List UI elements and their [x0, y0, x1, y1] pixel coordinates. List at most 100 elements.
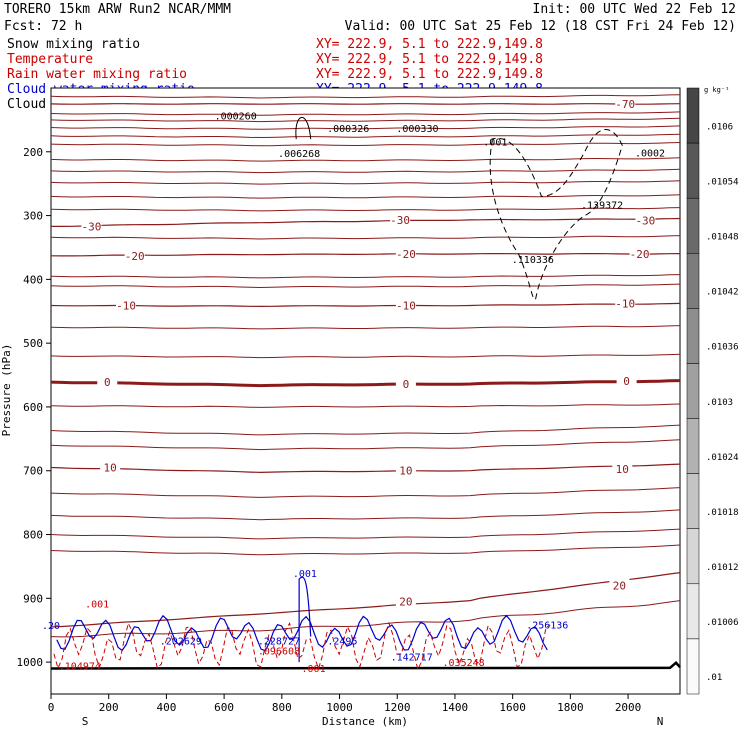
- label-bg: [612, 461, 633, 474]
- temperature-label: 0: [104, 376, 111, 389]
- model-title: TORERO 15km ARW Run2 NCAR/MMM: [4, 2, 231, 17]
- isotherm-line: [50, 117, 681, 123]
- x-axis: 0 200 400 600 800 1000 1200 1400 1600 1800 2000: [48, 694, 642, 714]
- label-bg: [395, 376, 416, 389]
- y-tick-label: 200: [23, 146, 43, 159]
- extremum-label: .001: [483, 138, 507, 149]
- field-xy: XY= 222.9, 5.1 to 222.9,149.8: [316, 67, 543, 82]
- temperature-label: -20: [630, 248, 650, 261]
- isotherm-line: [50, 194, 681, 199]
- colorbar-label: .0103: [706, 398, 733, 408]
- colorbar-label: .01042: [706, 288, 739, 298]
- y-axis: 200 300 400 500 600 700 800 900 1000: [17, 146, 51, 669]
- temperature-label: 20: [399, 596, 412, 609]
- isotherm-line: [51, 217, 681, 227]
- label-bg: [395, 463, 416, 476]
- y-tick-label: 600: [23, 401, 43, 414]
- isotherm-line: [50, 111, 681, 116]
- isotherm-line: [50, 439, 681, 451]
- colorbar-swatch: [686, 418, 700, 474]
- isotherm-line: [50, 572, 681, 628]
- isotherm-line: [50, 487, 681, 498]
- cloud-ice-contour: [295, 117, 312, 140]
- forecast-hour: Fcst: 72 h: [4, 19, 82, 34]
- label-bg: [116, 298, 137, 311]
- temperature-label: -20: [396, 248, 416, 261]
- isotherm-line: [50, 509, 681, 521]
- x-tick-label: 600: [214, 701, 234, 714]
- isotherm-line: [50, 235, 681, 240]
- temperature-labels: -70 -30 -30 -30 -20 -20 -20 -10 -10 -10 0 0 0 10 10 10 2…: [81, 96, 656, 609]
- plot-area: -70 -30 -30 -30 -20 -20 -20 -10 -10 -10 0 0 0 10 10 10 2…: [17, 87, 681, 714]
- extremum-label: .202629: [160, 636, 202, 647]
- isotherm-line: [50, 253, 681, 257]
- x-tick-label: 2000: [615, 701, 642, 714]
- extremum-label: .0002: [635, 148, 665, 159]
- isotherm-line: [50, 403, 681, 408]
- init-time: Init: 00 UTC Wed 22 Feb 12: [533, 2, 737, 17]
- rain-water-contour: [53, 621, 551, 671]
- extremum-label: .006268: [278, 149, 320, 160]
- y-tick-label: 800: [23, 529, 43, 542]
- field-name: Temperature: [7, 52, 93, 67]
- x-tick-label: 0: [48, 701, 55, 714]
- isotherm-line: [50, 283, 681, 289]
- x-tick-label: 800: [272, 701, 292, 714]
- colorbar-label: .01048: [706, 233, 739, 243]
- isotherm-line: [50, 157, 681, 162]
- extremum-label: .001: [302, 664, 326, 675]
- label-bg: [390, 213, 411, 226]
- colorbar-label: .01012: [706, 563, 739, 573]
- x-tick-label: 1200: [384, 701, 411, 714]
- field-xy: XY= 222.9, 5.1 to 222.9,149.8: [316, 52, 543, 67]
- extrema-labels: .000260 .000326 .000330 .006268 .001 .0002 .13…: [42, 111, 665, 674]
- isotherm-line: [50, 125, 681, 130]
- x-tick-label: 1000: [326, 701, 353, 714]
- extremum-label: .256136: [526, 620, 568, 631]
- label-bg: [81, 219, 102, 232]
- temperature-label: -30: [635, 215, 655, 228]
- extremum-label: .001: [85, 599, 109, 610]
- isotherm-line: [50, 103, 681, 105]
- colorbar-swatch: [686, 197, 700, 254]
- temperature-label: 10: [399, 465, 412, 478]
- isotherm-line: [50, 274, 681, 279]
- colorbar-label: .01024: [706, 453, 739, 463]
- ground-line: [50, 661, 681, 670]
- isotherms: [50, 94, 681, 670]
- isotherm-line: [50, 528, 681, 540]
- x-tick-label: 1400: [442, 701, 469, 714]
- isotherm-line: [50, 353, 681, 359]
- colorbar-label: .01006: [706, 618, 739, 628]
- colorbar-swatch: [686, 473, 700, 529]
- field-xy: XY= 222.9, 5.1 to 222.9,149.8: [316, 37, 543, 52]
- extremum-label: .2495: [327, 636, 357, 647]
- temperature-label: -10: [116, 300, 136, 313]
- extremum-label: .096608: [258, 647, 300, 658]
- label-bg: [124, 248, 145, 261]
- label-bg: [615, 296, 636, 309]
- extremum-label: .228727: [258, 636, 300, 647]
- temperature-label: -30: [390, 214, 410, 227]
- label-bg: [635, 213, 656, 226]
- isotherm-line: [50, 207, 681, 212]
- colorbar-swatch: [686, 528, 700, 585]
- y-tick-label: 400: [23, 273, 43, 286]
- label-bg: [395, 594, 416, 607]
- colorbar-swatch: [686, 142, 700, 199]
- label-bg: [616, 373, 637, 386]
- colorbar-swatch: [686, 253, 700, 309]
- x-tick-label: 1600: [499, 701, 526, 714]
- extremum-label: .104974: [59, 661, 101, 672]
- temperature-label: 10: [104, 462, 117, 475]
- isotherm-line: [50, 94, 681, 99]
- field-name: Snow mixing ratio: [7, 37, 140, 52]
- label-bg: [609, 578, 630, 591]
- isotherm-line: [50, 463, 681, 474]
- colorbar-label: .01: [706, 673, 722, 683]
- colorbar-label: .01036: [706, 343, 739, 353]
- y-tick-label: 700: [23, 465, 43, 478]
- temperature-label: -30: [81, 220, 101, 233]
- x-tick-label: 1800: [557, 701, 584, 714]
- label-bg: [395, 298, 416, 311]
